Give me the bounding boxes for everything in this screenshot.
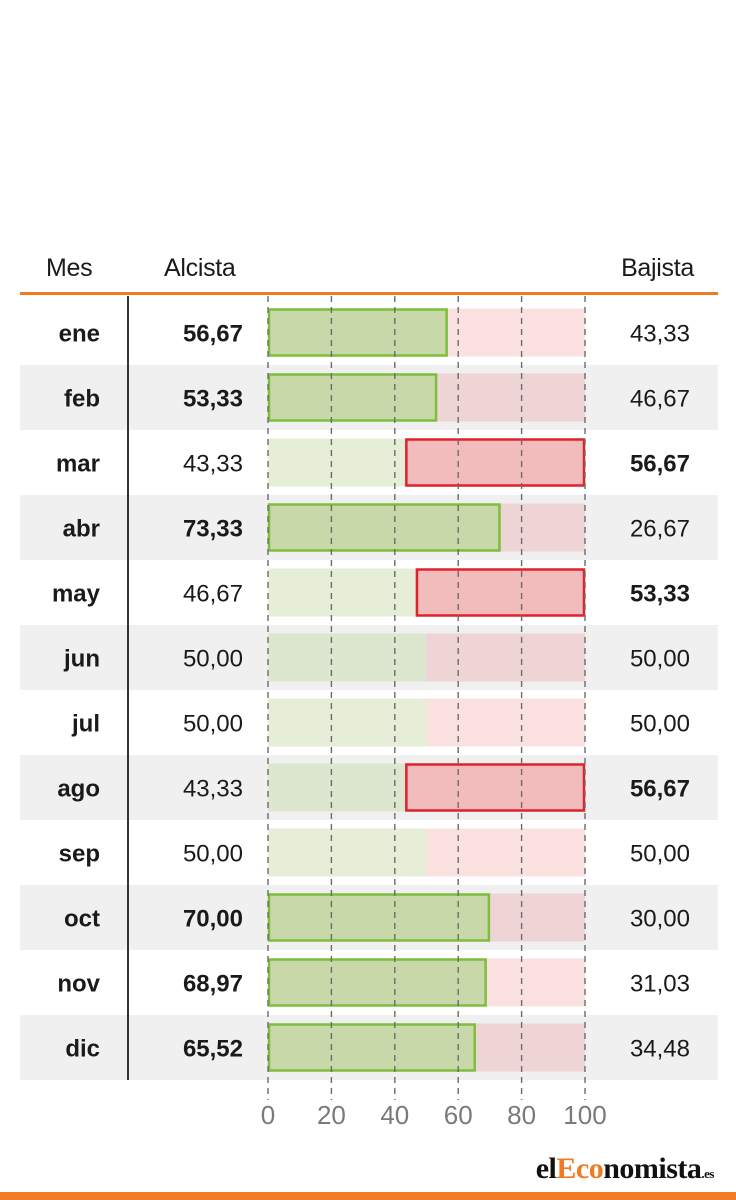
value-alcista-abr: 73,33 (183, 516, 243, 543)
month-column-divider (127, 296, 129, 1080)
month-label-mar: mar (56, 451, 100, 478)
value-alcista-may: 46,67 (183, 581, 243, 608)
bar-alcista-jun (268, 633, 427, 682)
bar-bajista-nov (486, 958, 585, 1007)
value-bajista-may: 53,33 (630, 581, 690, 608)
value-bajista-jun: 50,00 (630, 646, 690, 673)
value-alcista-jul: 50,00 (183, 711, 243, 738)
value-bajista-oct: 30,00 (630, 906, 690, 933)
bar-bajista-abr (500, 503, 585, 552)
header-mes: Mes (46, 254, 93, 282)
x-tick-label-20: 20 (317, 1100, 346, 1130)
value-alcista-ago: 43,33 (183, 776, 243, 803)
x-tick-label-60: 60 (444, 1100, 473, 1130)
x-tick-label-80: 80 (507, 1100, 536, 1130)
value-bajista-sep: 50,00 (630, 841, 690, 868)
bottom-accent-bar (0, 1192, 736, 1200)
month-label-feb: feb (64, 386, 100, 413)
bar-alcista-outline-abr (267, 503, 501, 552)
bar-alcista-mar (268, 438, 406, 487)
bar-bajista-mar (405, 438, 585, 487)
value-alcista-mar: 43,33 (183, 451, 243, 478)
month-label-dic: dic (65, 1036, 100, 1063)
bar-bajista-dic (475, 1023, 585, 1072)
bar-bajista-ene (447, 308, 585, 357)
month-label-sep: sep (59, 841, 100, 868)
bar-alcista-ene (268, 308, 448, 357)
bar-alcista-ago (268, 763, 406, 812)
bar-bajista-ago (405, 763, 585, 812)
value-bajista-dic: 34,48 (630, 1036, 690, 1063)
x-tick-label-40: 40 (380, 1100, 409, 1130)
header-bajista: Bajista (621, 254, 694, 282)
bar-bajista-may (415, 568, 585, 617)
bar-alcista-nov (268, 958, 487, 1007)
month-label-jul: jul (71, 711, 100, 738)
value-alcista-oct: 70,00 (183, 906, 243, 933)
month-label-ene: ene (59, 321, 100, 348)
value-bajista-mar: 56,67 (630, 451, 690, 478)
bar-bajista-oct (489, 893, 585, 942)
bar-alcista-may (268, 568, 416, 617)
month-label-jun: jun (63, 646, 100, 673)
bar-alcista-jul (268, 698, 427, 747)
bar-alcista-outline-nov (267, 958, 487, 1007)
x-tick-label-0: 0 (261, 1100, 275, 1130)
bar-alcista-abr (268, 503, 501, 552)
value-bajista-abr: 26,67 (630, 516, 690, 543)
bar-bajista-jun (426, 633, 585, 682)
month-label-ago: ago (57, 776, 100, 803)
value-bajista-feb: 46,67 (630, 386, 690, 413)
bar-alcista-oct (268, 893, 490, 942)
month-label-oct: oct (64, 906, 100, 933)
value-alcista-ene: 56,67 (183, 321, 243, 348)
bar-bajista-feb (437, 373, 585, 422)
bar-bajista-outline-mar (405, 438, 586, 487)
value-alcista-dic: 65,52 (183, 1036, 243, 1063)
bar-bajista-sep (426, 828, 585, 877)
header-divider (20, 292, 718, 295)
value-bajista-ene: 43,33 (630, 321, 690, 348)
value-alcista-sep: 50,00 (183, 841, 243, 868)
value-alcista-jun: 50,00 (183, 646, 243, 673)
month-label-may: may (52, 581, 101, 608)
value-alcista-feb: 53,33 (183, 386, 243, 413)
bar-bajista-outline-ago (405, 763, 586, 812)
x-tick-label-100: 100 (563, 1100, 606, 1130)
value-bajista-ago: 56,67 (630, 776, 690, 803)
bar-alcista-outline-oct (267, 893, 491, 942)
eleconomista-logo: elEconomista.es (535, 1152, 715, 1185)
value-alcista-nov: 68,97 (183, 971, 243, 998)
bar-bajista-jul (426, 698, 585, 747)
value-bajista-jul: 50,00 (630, 711, 690, 738)
bar-bajista-outline-may (415, 568, 586, 617)
month-label-nov: nov (57, 971, 100, 998)
bar-alcista-outline-ene (267, 308, 448, 357)
bar-alcista-dic (268, 1023, 476, 1072)
month-label-abr: abr (63, 516, 100, 543)
stacked-bar-chart: ene 56,67 43,33 feb 53,33 46,67 mar 43,33 56,67 a… (20, 296, 718, 1130)
bar-alcista-outline-dic (267, 1023, 476, 1072)
bar-alcista-sep (268, 828, 427, 877)
bar-alcista-feb (268, 373, 438, 422)
value-bajista-nov: 31,03 (630, 971, 690, 998)
bar-alcista-outline-feb (267, 373, 438, 422)
header-alcista: Alcista (164, 254, 236, 282)
